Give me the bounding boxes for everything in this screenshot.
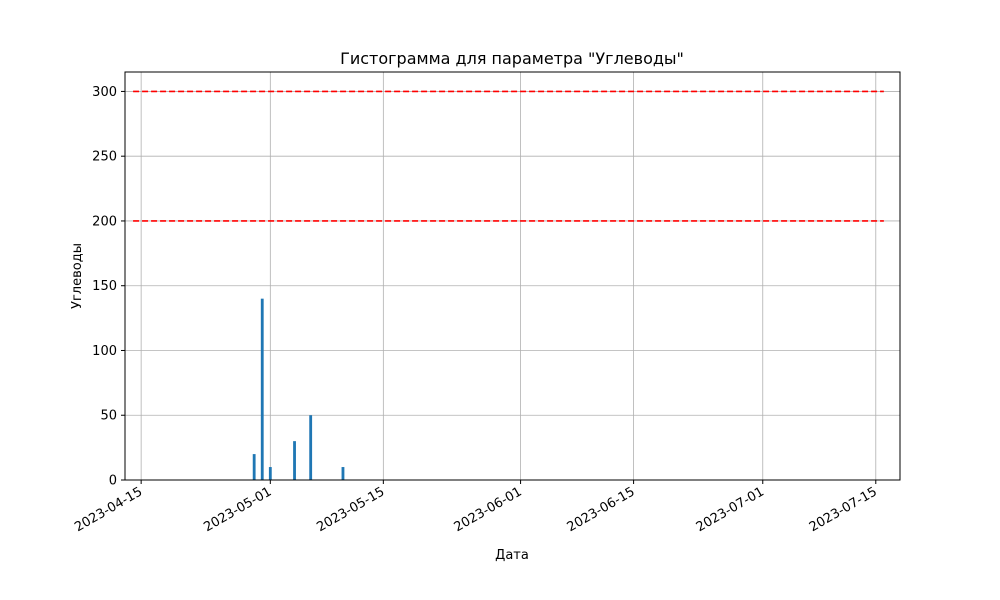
y-axis-title: Углеводы — [70, 243, 85, 309]
y-tick-label: 150 — [92, 279, 117, 294]
bar — [260, 298, 264, 480]
reference-lines — [133, 90, 884, 222]
y-tick-label: 0 — [109, 474, 117, 489]
x-tick-label: 2023-04-15 — [72, 484, 145, 535]
bar — [309, 415, 313, 480]
chart-title: Гистограмма для параметра "Углеводы" — [340, 49, 684, 68]
bar — [252, 454, 256, 480]
y-axis-ticks: 0 50 100 150 200 250 300 — [92, 85, 125, 489]
x-tick-label: 2023-07-01 — [694, 484, 767, 535]
x-tick-label: 2023-05-15 — [314, 484, 387, 535]
y-tick-label: 200 — [92, 214, 117, 229]
x-tick-label: 2023-07-15 — [807, 484, 880, 535]
bar — [341, 467, 345, 480]
y-tick-label: 100 — [92, 344, 117, 359]
bar — [293, 441, 296, 480]
bar — [268, 467, 272, 480]
y-tick-label: 300 — [92, 85, 117, 100]
x-tick-label: 2023-06-01 — [452, 484, 525, 535]
plot-area-frame — [124, 71, 901, 481]
x-axis-ticks: 2023-04-15 2023-05-01 2023-05-15 2023-06-01… — [72, 480, 880, 535]
y-tick-label: 50 — [100, 409, 117, 424]
x-axis-title: Дата — [495, 548, 529, 563]
grid-lines — [125, 72, 900, 481]
x-tick-label: 2023-05-01 — [201, 484, 274, 535]
x-tick-label: 2023-06-15 — [565, 484, 638, 535]
bar-series — [252, 298, 345, 480]
y-tick-label: 250 — [92, 150, 117, 165]
